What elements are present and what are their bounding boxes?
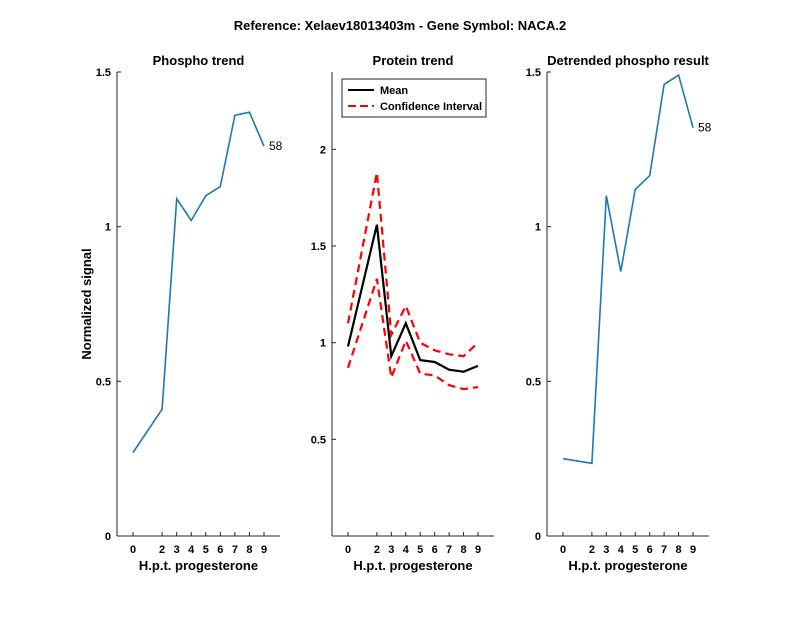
- x-tick-label: 8: [675, 544, 681, 556]
- y-tick-label: 1: [105, 222, 111, 234]
- x-tick-label: 0: [130, 544, 136, 556]
- y-tick-label: 1.5: [311, 241, 326, 253]
- x-tick-label: 2: [374, 544, 380, 556]
- y-tick-label: 2: [320, 144, 326, 156]
- x-tick-label: 3: [603, 544, 609, 556]
- x-tick-label: 3: [174, 544, 180, 556]
- x-tick-label: 6: [647, 544, 653, 556]
- x-axis-label: H.p.t. progesterone: [139, 558, 258, 573]
- chart-panel-1: 0 0.5 1 1.5 0 2 3 4 5 6 7 8 9 Phospho trend H.p.t. pro…: [79, 53, 283, 573]
- x-tick-label: 8: [460, 544, 466, 556]
- x-tick-label: 7: [446, 544, 452, 556]
- point-annotation: 58: [269, 139, 283, 153]
- legend: Mean Confidence Interval: [341, 78, 487, 118]
- x-tick-label: 9: [475, 544, 481, 556]
- panel-title: Protein trend: [373, 53, 454, 68]
- series-line-2: [346, 172, 479, 358]
- x-tick-label: 4: [618, 544, 625, 556]
- y-tick-label: 0: [105, 531, 111, 543]
- x-tick-label: 7: [232, 544, 238, 556]
- x-tick-label: 8: [246, 544, 252, 556]
- legend-label: Confidence Interval: [380, 101, 482, 113]
- x-tick-label: 4: [188, 544, 195, 556]
- series-line-3: [346, 278, 479, 391]
- series-line-1: [346, 224, 479, 373]
- y-axis-label: Normalized signal: [79, 248, 94, 359]
- x-tick-label: 0: [345, 544, 351, 556]
- x-tick-label: 2: [589, 544, 595, 556]
- x-tick-label: 5: [632, 544, 638, 556]
- y-tick-label: 0.5: [96, 376, 111, 388]
- panel-title: Detrended phospho result: [547, 53, 709, 68]
- figure-title: Reference: Xelaev18013403m - Gene Symbol…: [234, 18, 566, 33]
- legend-label: Mean: [380, 85, 408, 97]
- y-tick-label: 0.5: [311, 434, 326, 446]
- series-line-1: [132, 111, 265, 453]
- y-tick-label: 0: [535, 531, 541, 543]
- x-tick-label: 3: [388, 544, 394, 556]
- x-axis-label: H.p.t. progesterone: [568, 558, 687, 573]
- y-tick-label: 0.5: [526, 376, 541, 388]
- legend-box: [341, 78, 487, 118]
- chart-panel-3: 0 0.5 1 1.5 0 2 3 4 5 6 7 8 9 Detrended phospho resul…: [526, 53, 712, 573]
- x-tick-label: 6: [217, 544, 223, 556]
- point-annotation: 58: [698, 121, 712, 135]
- x-tick-label: 0: [560, 544, 566, 556]
- x-tick-label: 5: [417, 544, 423, 556]
- x-tick-label: 5: [203, 544, 209, 556]
- x-tick-label: 9: [690, 544, 696, 556]
- x-tick-label: 2: [159, 544, 165, 556]
- panel-title: Phospho trend: [153, 53, 245, 68]
- x-tick-label: 4: [403, 544, 410, 556]
- x-tick-label: 7: [661, 544, 667, 556]
- y-tick-label: 1.5: [96, 67, 111, 79]
- x-tick-label: 9: [261, 544, 267, 556]
- y-tick-label: 1: [535, 222, 541, 234]
- y-tick-label: 1.5: [526, 67, 541, 79]
- x-tick-label: 6: [432, 544, 438, 556]
- series-line-1: [562, 73, 694, 465]
- x-axis-label: H.p.t. progesterone: [353, 558, 472, 573]
- y-tick-label: 1: [320, 338, 326, 350]
